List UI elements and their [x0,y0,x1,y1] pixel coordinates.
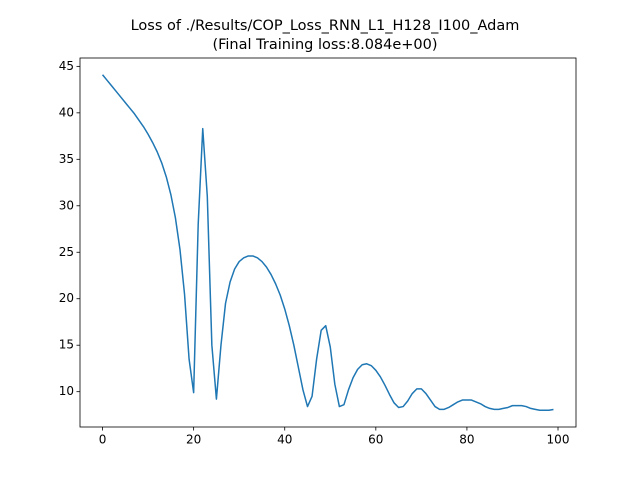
y-tick-label: 45 [59,59,74,73]
x-tick-label: 20 [186,433,201,447]
line-series [101,74,554,412]
plot-frame [79,57,577,428]
chart-title: Loss of ./Results/COP_Loss_RNN_L1_H128_I… [131,18,520,34]
y-tick-label: 20 [59,291,74,305]
x-tick-label: 60 [368,433,383,447]
x-tick-label: 0 [99,433,107,447]
x-tick-label: 40 [277,433,292,447]
x-tick-label: 80 [459,433,474,447]
y-tick-label: 35 [59,152,74,166]
y-tick-label: 10 [59,384,74,398]
y-tick-label: 25 [59,245,74,259]
x-tick-label: 100 [547,433,570,447]
y-tick-label: 30 [59,198,74,212]
y-tick-label: 15 [59,338,74,352]
y-tick-label: 40 [59,105,74,119]
chart-subtitle: (Final Training loss:8.084e+00) [212,37,437,53]
